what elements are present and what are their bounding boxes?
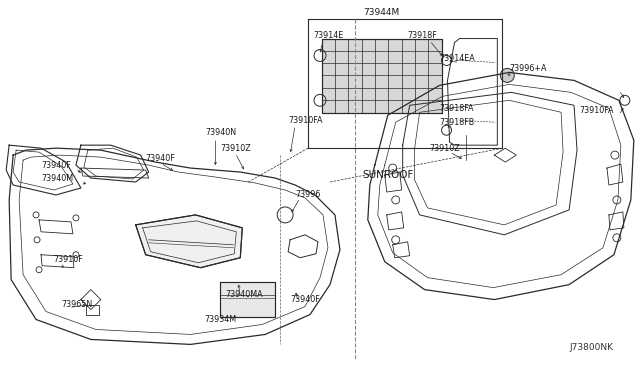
- Text: 73940M: 73940M: [41, 173, 73, 183]
- Text: 73918F: 73918F: [408, 31, 437, 40]
- Text: 73914E: 73914E: [313, 31, 343, 40]
- Text: 73910FA: 73910FA: [288, 116, 323, 125]
- Text: 73940F: 73940F: [146, 154, 175, 163]
- Text: 73940MA: 73940MA: [225, 290, 263, 299]
- Text: 73996+A: 73996+A: [509, 64, 547, 73]
- Polygon shape: [220, 282, 275, 317]
- Text: 73965N: 73965N: [61, 300, 92, 309]
- Circle shape: [500, 68, 515, 82]
- Polygon shape: [136, 215, 243, 268]
- Polygon shape: [322, 39, 442, 113]
- Text: 73918FB: 73918FB: [440, 118, 475, 127]
- Text: 73910FA: 73910FA: [579, 106, 614, 115]
- Text: 73910Z: 73910Z: [429, 144, 460, 153]
- Text: SUNROOF: SUNROOF: [363, 170, 414, 180]
- Text: 73910F: 73910F: [53, 255, 83, 264]
- Text: 73934M: 73934M: [204, 315, 236, 324]
- Text: 73944M: 73944M: [364, 8, 400, 17]
- Text: 73910Z: 73910Z: [220, 144, 251, 153]
- Text: 73996: 73996: [295, 190, 321, 199]
- Text: 73914EA: 73914EA: [440, 54, 476, 63]
- Text: 73940F: 73940F: [290, 295, 320, 304]
- Text: 73940F: 73940F: [41, 161, 71, 170]
- Text: J73800NK: J73800NK: [569, 343, 613, 352]
- Text: 73918FA: 73918FA: [440, 104, 474, 113]
- Text: 73940N: 73940N: [205, 128, 237, 137]
